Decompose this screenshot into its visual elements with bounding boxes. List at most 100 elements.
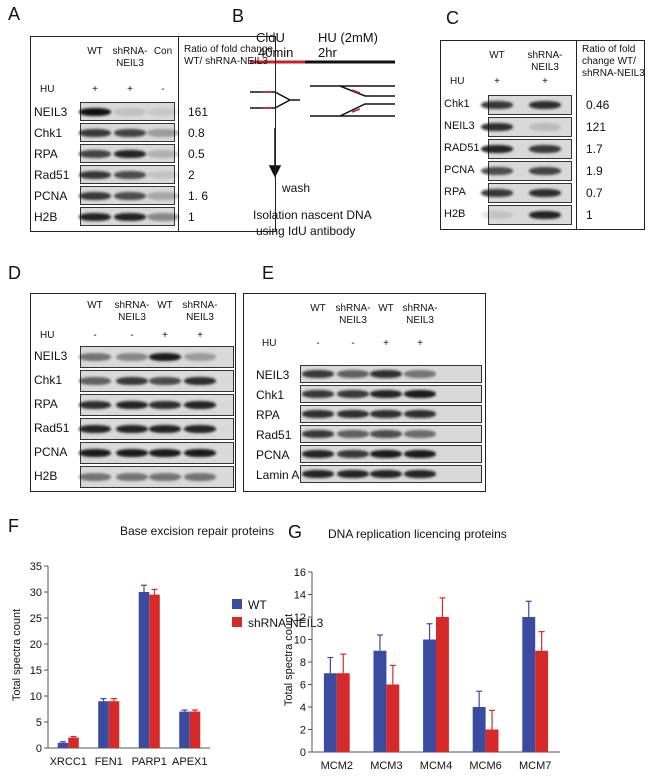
protein-label: Chk1 <box>34 373 63 387</box>
hu-sign: + <box>383 338 389 349</box>
bar <box>189 711 201 748</box>
band <box>302 410 334 418</box>
hu-sign: + <box>162 330 168 341</box>
y-tick-label: 15 <box>30 665 42 677</box>
column-label: shRNA-NEIL3 <box>114 300 150 323</box>
bar <box>138 592 150 748</box>
band <box>79 425 111 433</box>
band <box>184 449 216 457</box>
band <box>529 211 561 219</box>
band <box>79 107 111 116</box>
band <box>370 390 402 398</box>
band <box>116 473 148 481</box>
band <box>116 353 148 361</box>
band <box>116 377 148 385</box>
x-tick-label: PARP1 <box>132 756 167 768</box>
band <box>337 470 369 478</box>
band <box>337 430 369 438</box>
band <box>302 370 334 378</box>
bar <box>522 617 536 752</box>
band <box>79 401 111 409</box>
band <box>149 449 181 457</box>
column-label: shRNA-NEIL3 <box>402 303 438 326</box>
band <box>337 370 369 378</box>
band <box>79 128 111 137</box>
band <box>481 123 513 131</box>
protein-label: NEIL3 <box>444 120 475 132</box>
column-label: WT <box>378 303 394 314</box>
band <box>79 473 111 481</box>
band <box>114 191 146 200</box>
hu-sign: + <box>197 330 203 341</box>
band <box>404 410 436 418</box>
band <box>114 212 146 221</box>
bar <box>386 684 400 752</box>
band <box>147 128 179 137</box>
column-label: shRNA-NEIL3 <box>182 300 218 323</box>
cldu-time: 40min <box>258 45 294 60</box>
protein-label: RPA <box>444 186 466 198</box>
bar <box>323 673 337 752</box>
band <box>529 145 561 153</box>
band <box>404 430 436 438</box>
band <box>337 390 369 398</box>
band <box>149 353 181 361</box>
band <box>114 149 146 158</box>
band <box>302 450 334 458</box>
band <box>481 145 513 153</box>
band <box>116 401 148 409</box>
panel-letter: C <box>446 8 459 28</box>
y-tick-label: 12 <box>294 612 306 624</box>
panel-letter: B <box>232 6 245 26</box>
band <box>302 390 334 398</box>
protein-label: PCNA <box>34 445 68 459</box>
column-label: shRNA-NEIL3 <box>112 46 148 69</box>
column-label: shRNA-NEIL3 <box>527 50 563 73</box>
x-tick-label: FEN1 <box>95 756 123 768</box>
fork-right-label <box>351 89 361 113</box>
fork-left-label <box>262 91 272 109</box>
y-tick-label: 0 <box>300 747 306 759</box>
protein-label: NEIL3 <box>34 349 68 363</box>
band <box>79 191 111 200</box>
panel-letter: G <box>288 522 303 542</box>
protein-label: H2B <box>34 469 58 483</box>
band <box>337 410 369 418</box>
column-label: WT <box>489 50 505 61</box>
band <box>302 470 334 478</box>
band <box>481 167 513 175</box>
band <box>404 390 436 398</box>
x-tick-label: MCM3 <box>370 760 402 772</box>
y-tick-label: 30 <box>30 587 42 599</box>
protein-label: Chk1 <box>34 126 63 140</box>
bar <box>336 673 350 752</box>
band <box>149 473 181 481</box>
panel-box <box>30 36 276 232</box>
hu-sign: + <box>494 76 500 87</box>
protein-label: Rad51 <box>34 168 70 182</box>
protein-label: RPA <box>34 147 58 161</box>
band <box>370 470 402 478</box>
protein-label: RPA <box>256 408 280 422</box>
band <box>337 450 369 458</box>
band <box>302 430 334 438</box>
band <box>481 189 513 197</box>
bar <box>57 742 69 748</box>
cldu-label: CldU <box>256 30 285 45</box>
band <box>184 425 216 433</box>
bar <box>436 617 449 752</box>
hu-label: HU <box>40 330 55 341</box>
column-label: WT <box>157 300 173 311</box>
ratio-value: 1 <box>188 210 195 224</box>
legend-label: shRNA-NEIL3 <box>248 616 324 630</box>
x-tick-label: APEX1 <box>172 756 207 768</box>
hu-label: HU <box>450 76 465 87</box>
legend-label: WT <box>248 598 267 612</box>
panel-letter: F <box>8 516 19 536</box>
chart-title: DNA replication licencing proteins <box>328 527 507 541</box>
x-tick-label: MCM2 <box>321 760 353 772</box>
ratio-header: Ratio of fold change WT/ shRNA-NEIL3 <box>582 44 645 79</box>
ratio-value: 1.7 <box>586 142 603 156</box>
